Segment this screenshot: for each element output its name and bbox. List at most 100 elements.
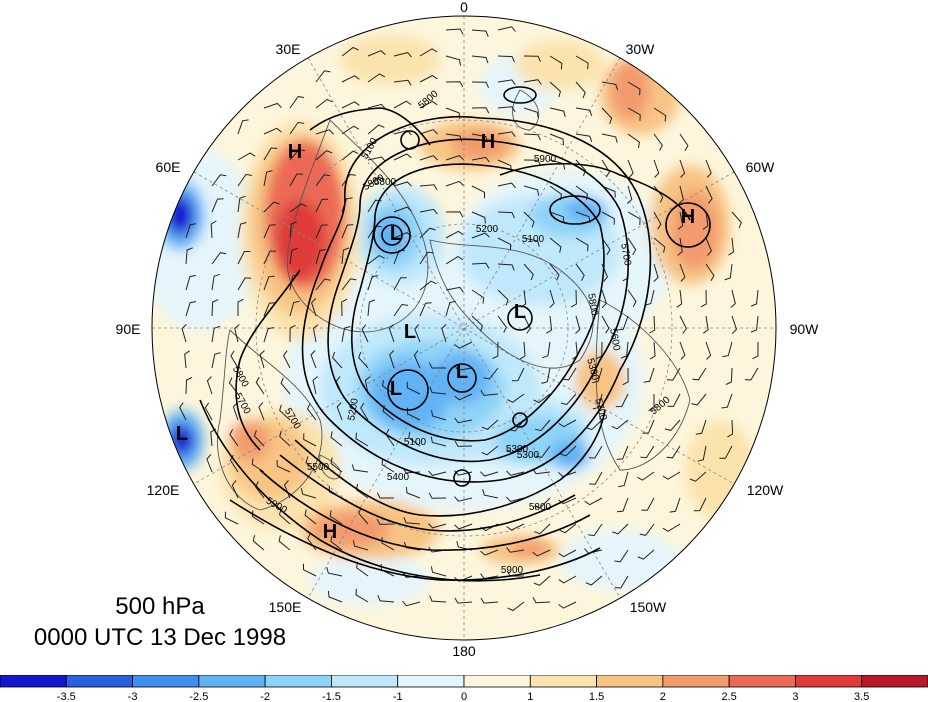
- wind-barb: [481, 419, 499, 430]
- wind-barb: [413, 350, 421, 369]
- contour-label: 5300: [506, 444, 529, 455]
- wind-barb: [419, 208, 438, 215]
- pressure-center-l: L: [176, 423, 188, 445]
- wind-barb: [289, 173, 304, 187]
- contour-label: 5600: [607, 328, 622, 352]
- anomaly-shading: [152, 35, 755, 605]
- wind-barb: [728, 237, 735, 256]
- contour-label: 5800: [529, 502, 552, 513]
- pressure-center-l: L: [456, 361, 468, 383]
- wind-barb: [367, 299, 376, 317]
- colorbar-tick-label: 2: [660, 691, 666, 702]
- wind-barb: [534, 419, 551, 432]
- lon-label-120e: 120E: [147, 482, 180, 498]
- wind-barb: [570, 289, 577, 308]
- wind-barb: [601, 237, 611, 256]
- wind-barb: [523, 107, 539, 119]
- wind-barb: [575, 263, 585, 281]
- wind-barb: [402, 600, 421, 607]
- wind-barb: [752, 341, 759, 360]
- wind-barb: [601, 159, 610, 178]
- wind-barb: [585, 575, 603, 586]
- colorbar-tick-label: 1: [527, 691, 533, 702]
- wind-barb: [419, 184, 438, 191]
- contour-label: 5900: [501, 565, 524, 576]
- lon-label-60w: 60W: [746, 159, 776, 175]
- colorbar-swatch: [596, 675, 664, 688]
- wind-barb: [381, 458, 395, 473]
- colorbar-tick-label: -2: [260, 691, 270, 702]
- wind-barb: [237, 251, 251, 265]
- wind-barb: [523, 237, 540, 247]
- wind-barb: [355, 432, 369, 447]
- wind-barb: [705, 185, 713, 204]
- wind-barb: [586, 419, 603, 431]
- lon-label-60e: 60E: [156, 159, 181, 175]
- wind-barb: [480, 549, 499, 556]
- wind-barb: [341, 278, 357, 291]
- wind-barb: [575, 133, 593, 143]
- wind-barb: [263, 224, 276, 239]
- wind-barb: [678, 185, 684, 204]
- wind-barb: [279, 430, 291, 447]
- lon-label-30w: 30W: [626, 41, 656, 57]
- wind-barb: [727, 419, 734, 438]
- wind-barb: [497, 182, 516, 189]
- wind-barb: [506, 523, 525, 531]
- lon-label-0: 0: [460, 0, 468, 15]
- wind-barb: [231, 480, 239, 499]
- wind-barb: [454, 597, 473, 604]
- wind-barb: [364, 376, 371, 395]
- wind-barb: [341, 101, 360, 109]
- wind-barb: [679, 263, 686, 282]
- wind-barb: [724, 263, 733, 281]
- wind-barb: [454, 575, 473, 582]
- wind-barb: [558, 497, 577, 505]
- wind-barb: [627, 81, 641, 96]
- wind-barb: [731, 315, 738, 334]
- wind-barb: [534, 497, 551, 509]
- wind-barb: [341, 150, 359, 161]
- wind-barb: [454, 393, 473, 401]
- wind-barb: [575, 107, 593, 117]
- wind-barb: [480, 471, 499, 477]
- wind-barb: [471, 107, 490, 114]
- wind-barb: [211, 174, 227, 187]
- contour-label: 5500: [307, 462, 330, 473]
- wind-barb: [377, 595, 395, 603]
- wind-barb: [588, 523, 603, 537]
- wind-barb: [506, 496, 525, 503]
- wind-barb: [653, 211, 662, 230]
- wind-barb: [381, 536, 395, 551]
- colorbar-swatch: [65, 675, 133, 688]
- wind-barb: [358, 507, 369, 525]
- wind-barb: [445, 55, 462, 66]
- wind-barb: [471, 232, 490, 239]
- height-contours: [199, 86, 711, 582]
- wind-barb: [549, 55, 563, 70]
- wind-barb: [315, 129, 334, 135]
- wind-barb: [532, 468, 551, 475]
- wind-barb: [454, 417, 473, 424]
- wind-barb: [662, 471, 681, 480]
- pressure-center-h: H: [323, 521, 337, 543]
- wind-barb: [641, 497, 655, 511]
- wind-barb: [431, 410, 447, 421]
- wind-barb: [181, 324, 187, 343]
- wind-barb: [454, 440, 473, 447]
- wind-barb: [327, 590, 343, 603]
- wind-barb: [428, 492, 447, 499]
- wind-barb: [702, 211, 709, 230]
- wind-barb: [367, 50, 386, 57]
- wind-barb: [255, 376, 265, 395]
- wind-barb: [185, 301, 197, 317]
- contour-label: 5300: [517, 450, 540, 461]
- contour-label: 5400: [387, 472, 410, 483]
- wind-barb: [251, 510, 265, 525]
- wind-barb: [358, 351, 369, 369]
- colorbar-tick-label: -1.5: [322, 691, 341, 702]
- wind-barb: [403, 517, 421, 525]
- wind-barb: [403, 541, 421, 551]
- wind-barb: [705, 263, 715, 282]
- wind-barb: [744, 367, 759, 381]
